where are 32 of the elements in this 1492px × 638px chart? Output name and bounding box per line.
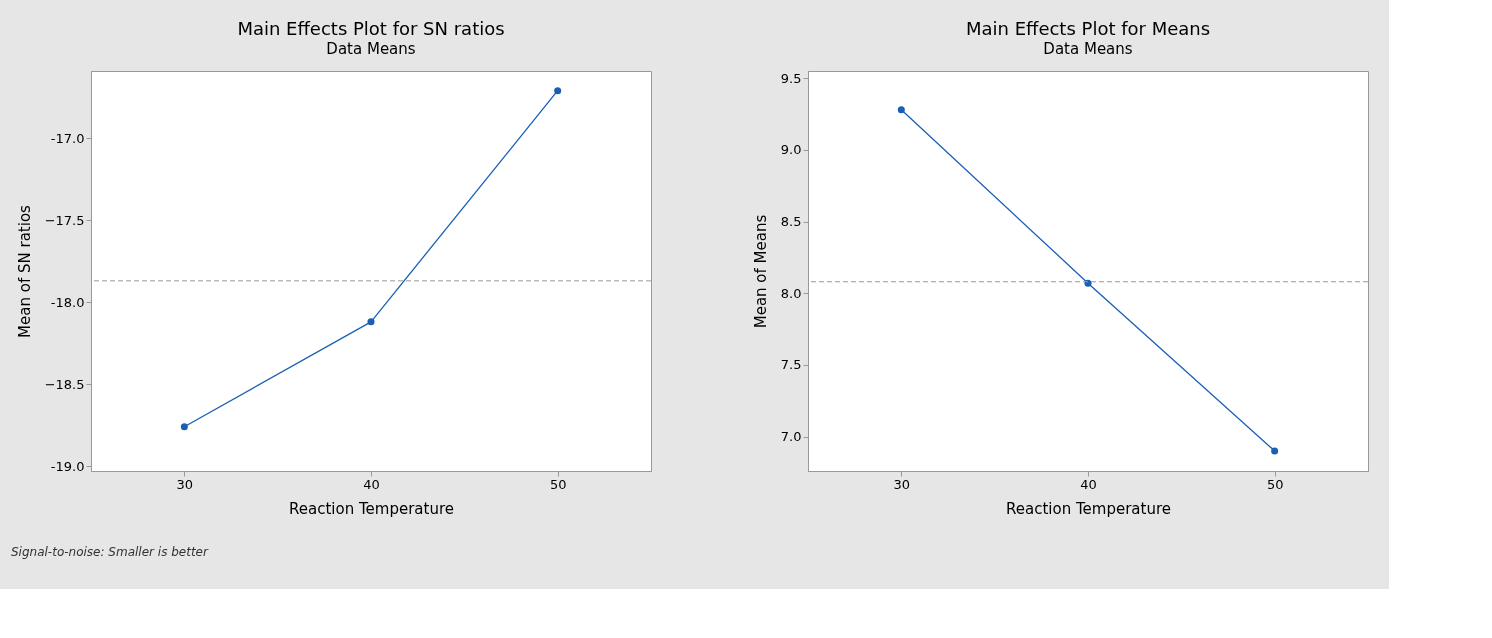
point: [897, 106, 905, 114]
chart-title: Main Effects Plot for Means: [965, 18, 1211, 39]
y-tick-label: 7.0: [780, 429, 802, 445]
y-tick-label: 9.0: [780, 142, 802, 158]
x-tick-label: 50: [1266, 476, 1284, 492]
x-tick-label: 30: [893, 476, 911, 492]
y-tick-label: −18.5: [44, 376, 85, 392]
chart-subtitle: Data Means: [326, 40, 416, 58]
x-tick-label: 50: [549, 476, 567, 492]
y-tick-label: 7.5: [780, 357, 802, 373]
chart-subtitle: Data Means: [1043, 40, 1133, 58]
y-tick-label: −17.5: [44, 212, 85, 228]
point: [554, 87, 562, 95]
point: [1271, 447, 1279, 455]
point: [180, 423, 188, 431]
y-tick-label: 8.0: [780, 285, 802, 301]
y-tick-label: -17.0: [50, 130, 85, 146]
x-tick-label: 40: [1080, 476, 1097, 492]
y-tick-label: -19.0: [50, 458, 85, 474]
y-axis-title: Mean of SN ratios: [15, 204, 34, 338]
chart-title: Main Effects Plot for SN ratios: [237, 18, 505, 39]
y-tick-label: 8.5: [780, 214, 802, 230]
y-tick-label: 9.5: [780, 70, 802, 86]
point: [1084, 279, 1092, 287]
text: Signal-to-noise: Smaller is better: [11, 545, 209, 559]
y-axis-title: Mean of Means: [751, 214, 770, 329]
x-tick-label: 40: [363, 476, 380, 492]
x-axis-title: Reaction Temperature: [1006, 499, 1171, 518]
y-tick-label: -18.0: [50, 294, 85, 310]
x-axis-title: Reaction Temperature: [289, 499, 454, 518]
point: [367, 318, 375, 326]
x-tick-label: 30: [176, 476, 194, 492]
